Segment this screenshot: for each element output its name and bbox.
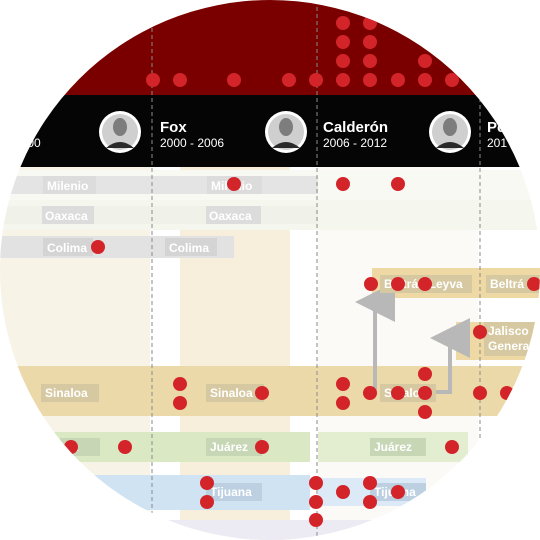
president-name-partial: o	[24, 119, 33, 136]
portrait-icon	[99, 111, 141, 153]
event-dot	[418, 367, 432, 381]
event-dot	[473, 386, 487, 400]
event-dot	[146, 73, 160, 87]
event-dot	[336, 16, 350, 30]
svg-text:Juárez: Juárez	[210, 440, 248, 454]
event-dot	[336, 54, 350, 68]
event-dot	[391, 386, 405, 400]
svg-text:Beltrá: Beltrá	[490, 277, 524, 291]
event-dot	[418, 277, 432, 291]
cartel-label: Tijuana	[206, 483, 262, 501]
portrait-icon	[265, 111, 307, 153]
svg-text:Colima: Colima	[169, 241, 209, 255]
svg-text:Sinaloa: Sinaloa	[45, 386, 88, 400]
cartel-label: Oaxaca	[42, 206, 94, 224]
svg-text:Jalisco: Jalisco	[488, 324, 529, 338]
event-dot	[445, 440, 459, 454]
president-name: Fox	[160, 119, 187, 136]
tijuana-band	[0, 475, 310, 510]
event-dot	[309, 495, 323, 509]
cartel-label: Jalisco Genera	[484, 322, 540, 356]
event-dot	[500, 386, 514, 400]
event-dot	[391, 177, 405, 191]
svg-text:Oaxaca: Oaxaca	[45, 209, 88, 223]
cartel-label: Milenio	[43, 176, 96, 194]
cartel-label: Colima	[43, 238, 93, 256]
svg-text:Oaxaca: Oaxaca	[209, 209, 252, 223]
event-dot	[336, 485, 350, 499]
event-dots-top	[146, 16, 459, 87]
svg-text:Juárez: Juárez	[374, 440, 412, 454]
event-dot	[227, 177, 241, 191]
event-dot	[336, 35, 350, 49]
event-dot	[255, 386, 269, 400]
event-dot	[363, 16, 377, 30]
event-dot	[418, 73, 432, 87]
event-dot	[173, 73, 187, 87]
event-dot	[363, 495, 377, 509]
svg-text:Colima: Colima	[47, 241, 87, 255]
up-arrow-icon	[430, 318, 470, 394]
event-dot	[391, 277, 405, 291]
event-dot	[309, 73, 323, 87]
svg-text:Milenio: Milenio	[47, 179, 88, 193]
event-dots-body	[64, 177, 540, 527]
event-dot	[364, 277, 378, 291]
event-dot	[255, 440, 269, 454]
event-dot	[282, 73, 296, 87]
event-dot	[363, 73, 377, 87]
event-dot	[363, 386, 377, 400]
cartel-label: Beltrá	[486, 275, 540, 293]
svg-text:Genera: Genera	[488, 339, 530, 353]
event-dot	[118, 440, 132, 454]
event-dot	[363, 35, 377, 49]
event-dot	[391, 485, 405, 499]
event-dot	[173, 396, 187, 410]
event-dot	[418, 386, 432, 400]
cartel-label: Juárez	[206, 438, 262, 456]
event-dot	[336, 377, 350, 391]
event-dot	[445, 73, 459, 87]
president-years: 201	[487, 136, 507, 150]
event-dot	[309, 513, 323, 527]
cartel-label: Sinaloa	[206, 384, 264, 402]
event-dot	[527, 277, 540, 291]
president-years: 2000	[14, 136, 41, 150]
event-dot	[363, 54, 377, 68]
cartel-label: ez	[60, 438, 100, 456]
event-dot	[418, 54, 432, 68]
president-name: Pe	[487, 119, 505, 136]
cartel-label: Juárez	[370, 438, 426, 456]
portrait-icon	[429, 111, 471, 153]
event-dot	[309, 476, 323, 490]
event-dot	[391, 73, 405, 87]
event-dot	[336, 73, 350, 87]
event-dot	[473, 325, 487, 339]
svg-text:Tijuana: Tijuana	[210, 485, 252, 499]
event-dot	[336, 177, 350, 191]
svg-text:Sinaloa: Sinaloa	[210, 386, 253, 400]
event-dot	[91, 240, 105, 254]
president-name: Calderón	[323, 119, 388, 136]
president-years: 2000 - 2006	[160, 136, 224, 150]
event-dot	[173, 377, 187, 391]
event-dot	[200, 476, 214, 490]
cartel-label: Colima	[165, 238, 217, 256]
top-band	[0, 0, 540, 95]
event-dot	[64, 440, 78, 454]
event-dot	[363, 476, 377, 490]
cartel-label: Oaxaca	[206, 206, 261, 224]
event-dot	[418, 405, 432, 419]
event-dot	[227, 73, 241, 87]
event-dot	[336, 396, 350, 410]
president-years: 2006 - 2012	[323, 136, 387, 150]
event-dot	[200, 495, 214, 509]
cartel-label: Sinaloa	[41, 384, 99, 402]
